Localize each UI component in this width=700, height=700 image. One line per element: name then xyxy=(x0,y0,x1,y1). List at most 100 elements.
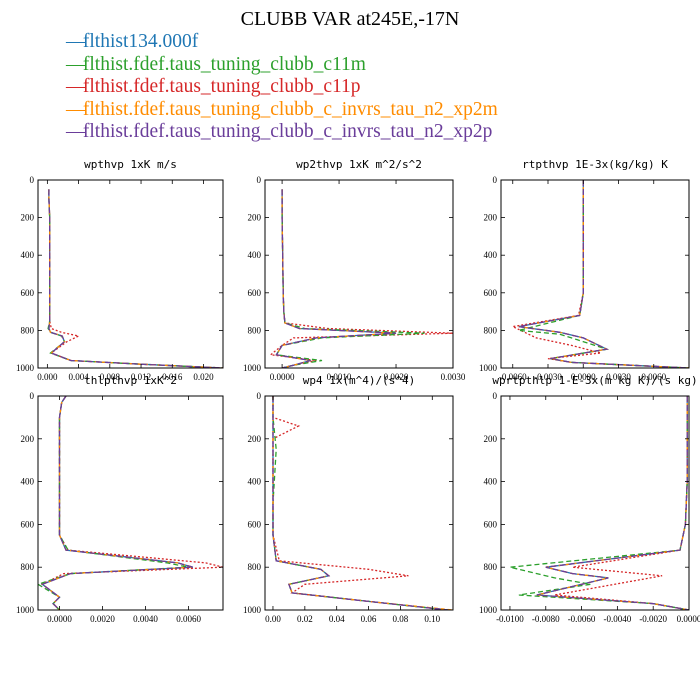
series-line-xp2m xyxy=(272,396,453,610)
legend-label: flthist.fdef.taus_tuning_clubb_c11m xyxy=(82,53,366,75)
legend: — flthist134.000f — flthist.fdef.taus_tu… xyxy=(66,31,498,144)
series-line-c11p xyxy=(269,189,453,368)
series-line-c11p xyxy=(510,180,689,368)
series-line-xp2p xyxy=(48,189,223,368)
x-tick-label: -0.0100 xyxy=(496,614,524,624)
x-tick-label: -0.0060 xyxy=(568,614,596,624)
legend-item: — flthist.fdef.taus_tuning_clubb_c_invrs… xyxy=(66,121,498,144)
y-tick-label: 800 xyxy=(248,562,262,572)
x-tick-label: 0.0060 xyxy=(641,372,666,382)
series-line-xp2m xyxy=(48,189,223,368)
y-tick-label: 0 xyxy=(257,175,262,185)
y-tick-label: 200 xyxy=(248,434,262,444)
legend-item: — flthist134.000f xyxy=(66,31,498,54)
series-group xyxy=(269,189,453,368)
y-tick-label: 200 xyxy=(21,434,35,444)
chart-panel: thlpthvp 1xK^2 0 200 400 600 800 1000 0.0000 0.0… xyxy=(16,374,224,624)
page-title: CLUBB VAR at245E,-17N xyxy=(240,8,460,30)
panel-title: rtpthvp 1E-3x(kg/kg) K xyxy=(522,158,668,171)
plot-frame xyxy=(264,395,454,611)
series-line-xp2p xyxy=(40,396,194,610)
x-tick-label: 0.0040 xyxy=(133,614,158,624)
x-tick-label: 0.0010 xyxy=(327,372,352,382)
y-tick-label: 200 xyxy=(21,213,35,223)
series-group xyxy=(272,396,453,610)
legend-label: flthist.fdef.taus_tuning_clubb_c_invrs_t… xyxy=(82,98,498,120)
chart-panel: rtpthvp 1E-3x(kg/kg) K02004006008001000-… xyxy=(479,158,690,382)
chart-panel: wp2thvp 1xK m^2/s^2 0 200 400 600 800 1000 0.00… xyxy=(243,158,466,382)
y-tick-label: 800 xyxy=(484,562,498,572)
x-tick-label: 0.08 xyxy=(393,614,409,624)
x-tick-label: 0.000 xyxy=(37,372,58,382)
series-line-xp2p xyxy=(536,396,689,610)
y-tick-label: 1000 xyxy=(243,363,262,373)
y-tick-label: 0 xyxy=(30,175,35,185)
legend-item: — flthist.fdef.taus_tuning_clubb_c11p xyxy=(66,76,498,99)
series-line-ctrl xyxy=(40,396,194,610)
x-tick-label: 0.012 xyxy=(131,372,151,382)
x-tick-label: 0.02 xyxy=(297,614,313,624)
plot-frame xyxy=(37,179,224,369)
plot-frame xyxy=(264,179,454,369)
y-tick-label: 400 xyxy=(248,250,262,260)
y-tick-label: 600 xyxy=(484,288,498,298)
series-line-c11m xyxy=(509,396,689,610)
chart-panel: wprtpthlp 1-E-3x(m kg K)/(s kg) 0 200 400 60… xyxy=(479,374,700,624)
y-tick-label: 1000 xyxy=(16,363,35,373)
y-tick-label: 400 xyxy=(484,250,498,260)
series-line-c11p xyxy=(272,396,449,610)
y-tick-label: 400 xyxy=(484,477,498,487)
series-line-xp2m xyxy=(275,189,397,368)
series-line-c11p xyxy=(554,396,689,610)
legend-item: — flthist.fdef.taus_tuning_clubb_c11m xyxy=(66,54,498,77)
legend-label: flthist134.000f xyxy=(82,31,199,52)
x-tick-label: 0.0000 xyxy=(270,372,295,382)
x-tick-label: 0.06 xyxy=(361,614,377,624)
series-group xyxy=(510,180,689,368)
x-tick-label: 0.0030 xyxy=(441,372,466,382)
x-tick-label: 0.020 xyxy=(193,372,214,382)
series-line-ctrl xyxy=(275,189,397,368)
x-tick-label: 0.0000 xyxy=(677,614,700,624)
x-tick-label: 0.004 xyxy=(68,372,89,382)
y-tick-label: 600 xyxy=(484,519,498,529)
series-line-xp2p xyxy=(272,396,449,610)
series-line-c11p xyxy=(41,396,223,610)
series-line-xp2p xyxy=(275,189,397,368)
panel-title: thlpthvp 1xK^2 xyxy=(84,374,177,387)
x-tick-label: -0.0040 xyxy=(604,614,632,624)
series-line-xp2m xyxy=(536,396,689,610)
x-tick-label: 0.00 xyxy=(265,614,281,624)
x-tick-label: 0.016 xyxy=(162,372,183,382)
y-tick-label: 600 xyxy=(248,288,262,298)
y-tick-label: 800 xyxy=(21,325,35,335)
x-tick-label: 0.008 xyxy=(100,372,121,382)
y-tick-label: 1000 xyxy=(479,363,498,373)
y-tick-label: 0 xyxy=(257,391,262,401)
series-group xyxy=(509,396,689,610)
panel-title: wp2thvp 1xK m^2/s^2 xyxy=(296,158,422,171)
y-tick-label: 400 xyxy=(21,250,35,260)
y-tick-label: 0 xyxy=(493,391,498,401)
series-line-c11m xyxy=(272,396,449,610)
x-tick-label: -0.0080 xyxy=(532,614,560,624)
legend-label: flthist.fdef.taus_tuning_clubb_c_invrs_t… xyxy=(82,121,493,142)
y-tick-label: 400 xyxy=(248,477,262,487)
plot-frame xyxy=(500,395,690,611)
x-tick-label: 0.0030 xyxy=(606,372,631,382)
x-tick-label: -0.0020 xyxy=(639,614,667,624)
series-group xyxy=(47,189,223,368)
x-tick-label: -0.0060 xyxy=(499,372,527,382)
legend-label: flthist.fdef.taus_tuning_clubb_c11p xyxy=(82,76,361,97)
x-tick-label: 0.0020 xyxy=(90,614,115,624)
y-tick-label: 400 xyxy=(21,477,35,487)
series-line-ctrl xyxy=(272,396,449,610)
x-tick-label: 0.04 xyxy=(329,614,345,624)
y-tick-label: 600 xyxy=(21,519,35,529)
y-tick-label: 200 xyxy=(484,434,498,444)
y-tick-label: 600 xyxy=(248,519,262,529)
x-tick-label: 0.10 xyxy=(424,614,440,624)
x-tick-label: 0.0000 xyxy=(571,372,596,382)
